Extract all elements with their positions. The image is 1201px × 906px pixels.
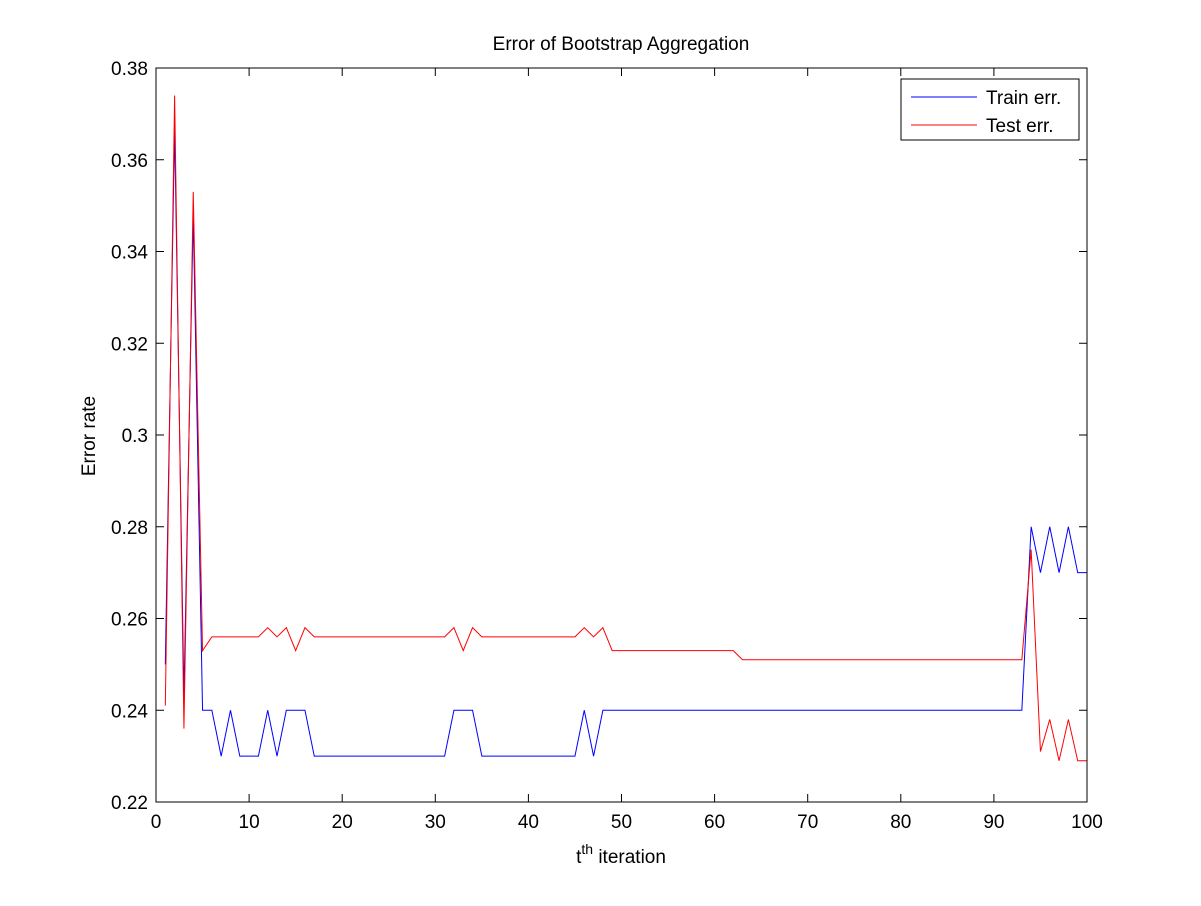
legend-entries: Train err. Test err. [911,88,1061,137]
series-line-test [164,95,1087,762]
x-tick-label: 40 [518,812,539,833]
y-tick-label: 0.38 [111,59,148,80]
legend-label-train: Train err. [986,88,1061,109]
series-layer [164,95,1087,762]
y-tick-label: 0.24 [111,701,148,722]
legend-label-test: Test err. [986,116,1054,137]
x-tick-label: 80 [890,812,911,833]
y-tick-label: 0.3 [122,426,148,447]
series-line-train [164,127,1087,757]
x-tick-label: 50 [611,812,632,833]
chart-title: Error of Bootstrap Aggregation [493,34,750,55]
y-tick-label: 0.32 [111,334,148,355]
x-axis-label-superscript: th [581,841,593,857]
x-axis-label-rest: iteration [593,847,666,868]
x-tick-label: 70 [797,812,818,833]
legend-box [900,78,1080,141]
y-tick-label: 0.28 [111,518,148,539]
x-tick-label: 30 [425,812,446,833]
legend: Train err. Test err. [900,78,1080,141]
y-tick-label: 0.26 [111,610,148,631]
x-axis-label: tth iteration [576,841,666,868]
plot-area [156,68,1087,802]
x-tick-label: 10 [239,812,260,833]
x-axis: 0 10 20 30 40 50 60 70 80 90 100 [151,68,1103,833]
y-tick-label: 0.22 [111,793,148,814]
y-tick-label: 0.34 [111,243,148,264]
y-tick-label: 0.36 [111,151,148,172]
plot-background [156,68,1087,802]
y-axis: 0.22 0.24 0.26 0.28 0.3 0.32 0.34 0.36 0.38 [111,59,1087,814]
x-tick-label: 100 [1071,812,1103,833]
x-tick-label: 20 [332,812,353,833]
x-tick-label: 0 [151,812,162,833]
x-tick-label: 90 [983,812,1004,833]
y-axis-label: Error rate [79,396,100,476]
x-axis-label-base: t [576,847,582,868]
x-tick-label: 60 [704,812,725,833]
